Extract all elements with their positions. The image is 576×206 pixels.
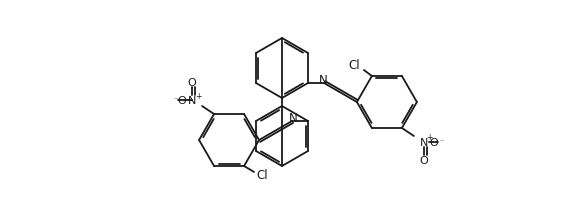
Text: Cl: Cl xyxy=(256,169,268,182)
Text: N: N xyxy=(188,96,196,105)
Text: ⁻: ⁻ xyxy=(439,137,444,146)
Text: N: N xyxy=(319,74,327,87)
Text: +: + xyxy=(195,91,201,100)
Text: N: N xyxy=(289,112,297,125)
Text: ⁻: ⁻ xyxy=(174,95,178,104)
Text: O: O xyxy=(188,78,196,88)
Text: O: O xyxy=(178,96,187,105)
Text: +: + xyxy=(427,133,433,142)
Text: O: O xyxy=(430,137,438,147)
Text: Cl: Cl xyxy=(348,58,359,71)
Text: O: O xyxy=(419,155,429,165)
Text: N: N xyxy=(420,137,428,147)
